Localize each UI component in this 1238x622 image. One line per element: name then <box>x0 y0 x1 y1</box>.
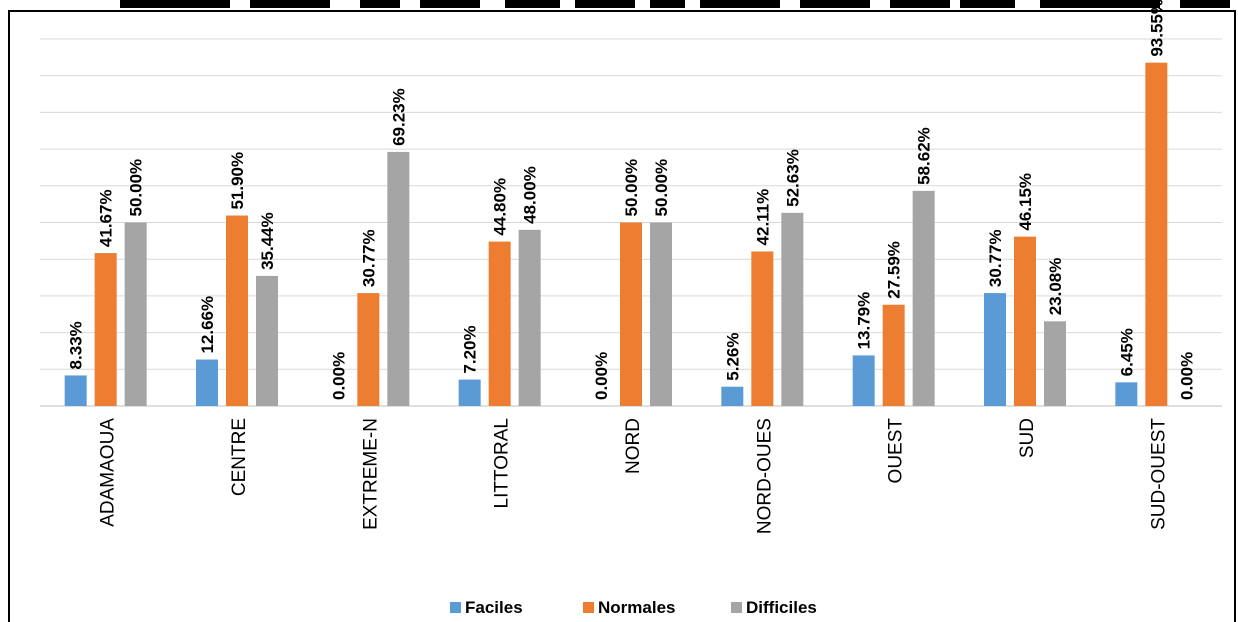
bar <box>1014 236 1036 406</box>
bar <box>882 304 905 406</box>
bar <box>984 293 1006 406</box>
bar <box>124 222 147 406</box>
data-label: 44.80% <box>491 178 510 236</box>
data-label: 0.00% <box>329 352 348 400</box>
bar <box>1115 382 1138 406</box>
bar <box>620 222 642 406</box>
data-label: 93.55% <box>1147 0 1166 57</box>
data-label: 12.66% <box>198 296 217 354</box>
bar <box>912 190 935 406</box>
data-label: 35.44% <box>258 212 277 270</box>
category-label: NORD <box>623 418 644 474</box>
data-label: 50.00% <box>652 159 671 217</box>
data-label: 27.59% <box>885 241 904 299</box>
chart-border <box>8 10 1236 622</box>
bar <box>781 212 804 406</box>
data-label: 5.26% <box>723 332 742 380</box>
data-label: 50.00% <box>127 159 146 217</box>
data-label: 30.77% <box>986 229 1005 287</box>
category-label: EXTREME-N <box>360 418 381 530</box>
legend-label: Normales <box>598 598 675 617</box>
data-label: 0.00% <box>592 352 611 400</box>
data-label: 52.63% <box>783 149 802 207</box>
data-label: 51.90% <box>228 152 247 210</box>
bar <box>518 229 541 406</box>
data-label: 13.79% <box>855 292 874 350</box>
category-label: LITTORAL <box>492 418 513 508</box>
legend-swatch <box>731 602 742 613</box>
cropped-title-strip <box>0 0 1238 12</box>
category-label: SUD <box>1017 418 1038 458</box>
category-label: SUD-OUEST <box>1148 418 1169 530</box>
bar <box>357 293 380 406</box>
data-label: 8.33% <box>67 321 86 369</box>
legend-swatch <box>450 602 461 613</box>
bar <box>751 251 774 406</box>
bar <box>650 222 672 406</box>
bar <box>852 355 875 406</box>
data-label: 6.45% <box>1117 328 1136 376</box>
legend-label: Difficiles <box>746 598 817 617</box>
legend-label: Faciles <box>465 598 523 617</box>
data-label: 50.00% <box>622 159 641 217</box>
data-label: 7.20% <box>461 325 480 373</box>
bar <box>458 379 481 406</box>
data-label: 23.08% <box>1046 258 1065 316</box>
bar <box>256 275 278 406</box>
data-label: 46.15% <box>1016 173 1035 231</box>
category-label: OUEST <box>886 418 907 484</box>
bar <box>387 151 410 406</box>
bar <box>721 386 744 406</box>
data-label: 69.23% <box>389 88 408 146</box>
legend-swatch <box>583 602 594 613</box>
bar <box>226 215 248 406</box>
bar <box>64 375 87 406</box>
category-label: NORD-OUES <box>754 418 775 534</box>
bar <box>1044 321 1066 406</box>
bar <box>94 253 117 406</box>
data-label: 0.00% <box>1177 352 1196 400</box>
category-label: ADAMAOUA <box>98 418 119 527</box>
data-label: 58.62% <box>915 127 934 185</box>
bar <box>196 359 218 406</box>
bar <box>488 241 511 406</box>
category-label: CENTRE <box>229 418 250 496</box>
data-label: 41.67% <box>97 189 116 247</box>
bar <box>1145 62 1168 406</box>
data-label: 30.77% <box>359 229 378 287</box>
data-label: 48.00% <box>521 166 540 224</box>
data-label: 42.11% <box>753 189 772 246</box>
